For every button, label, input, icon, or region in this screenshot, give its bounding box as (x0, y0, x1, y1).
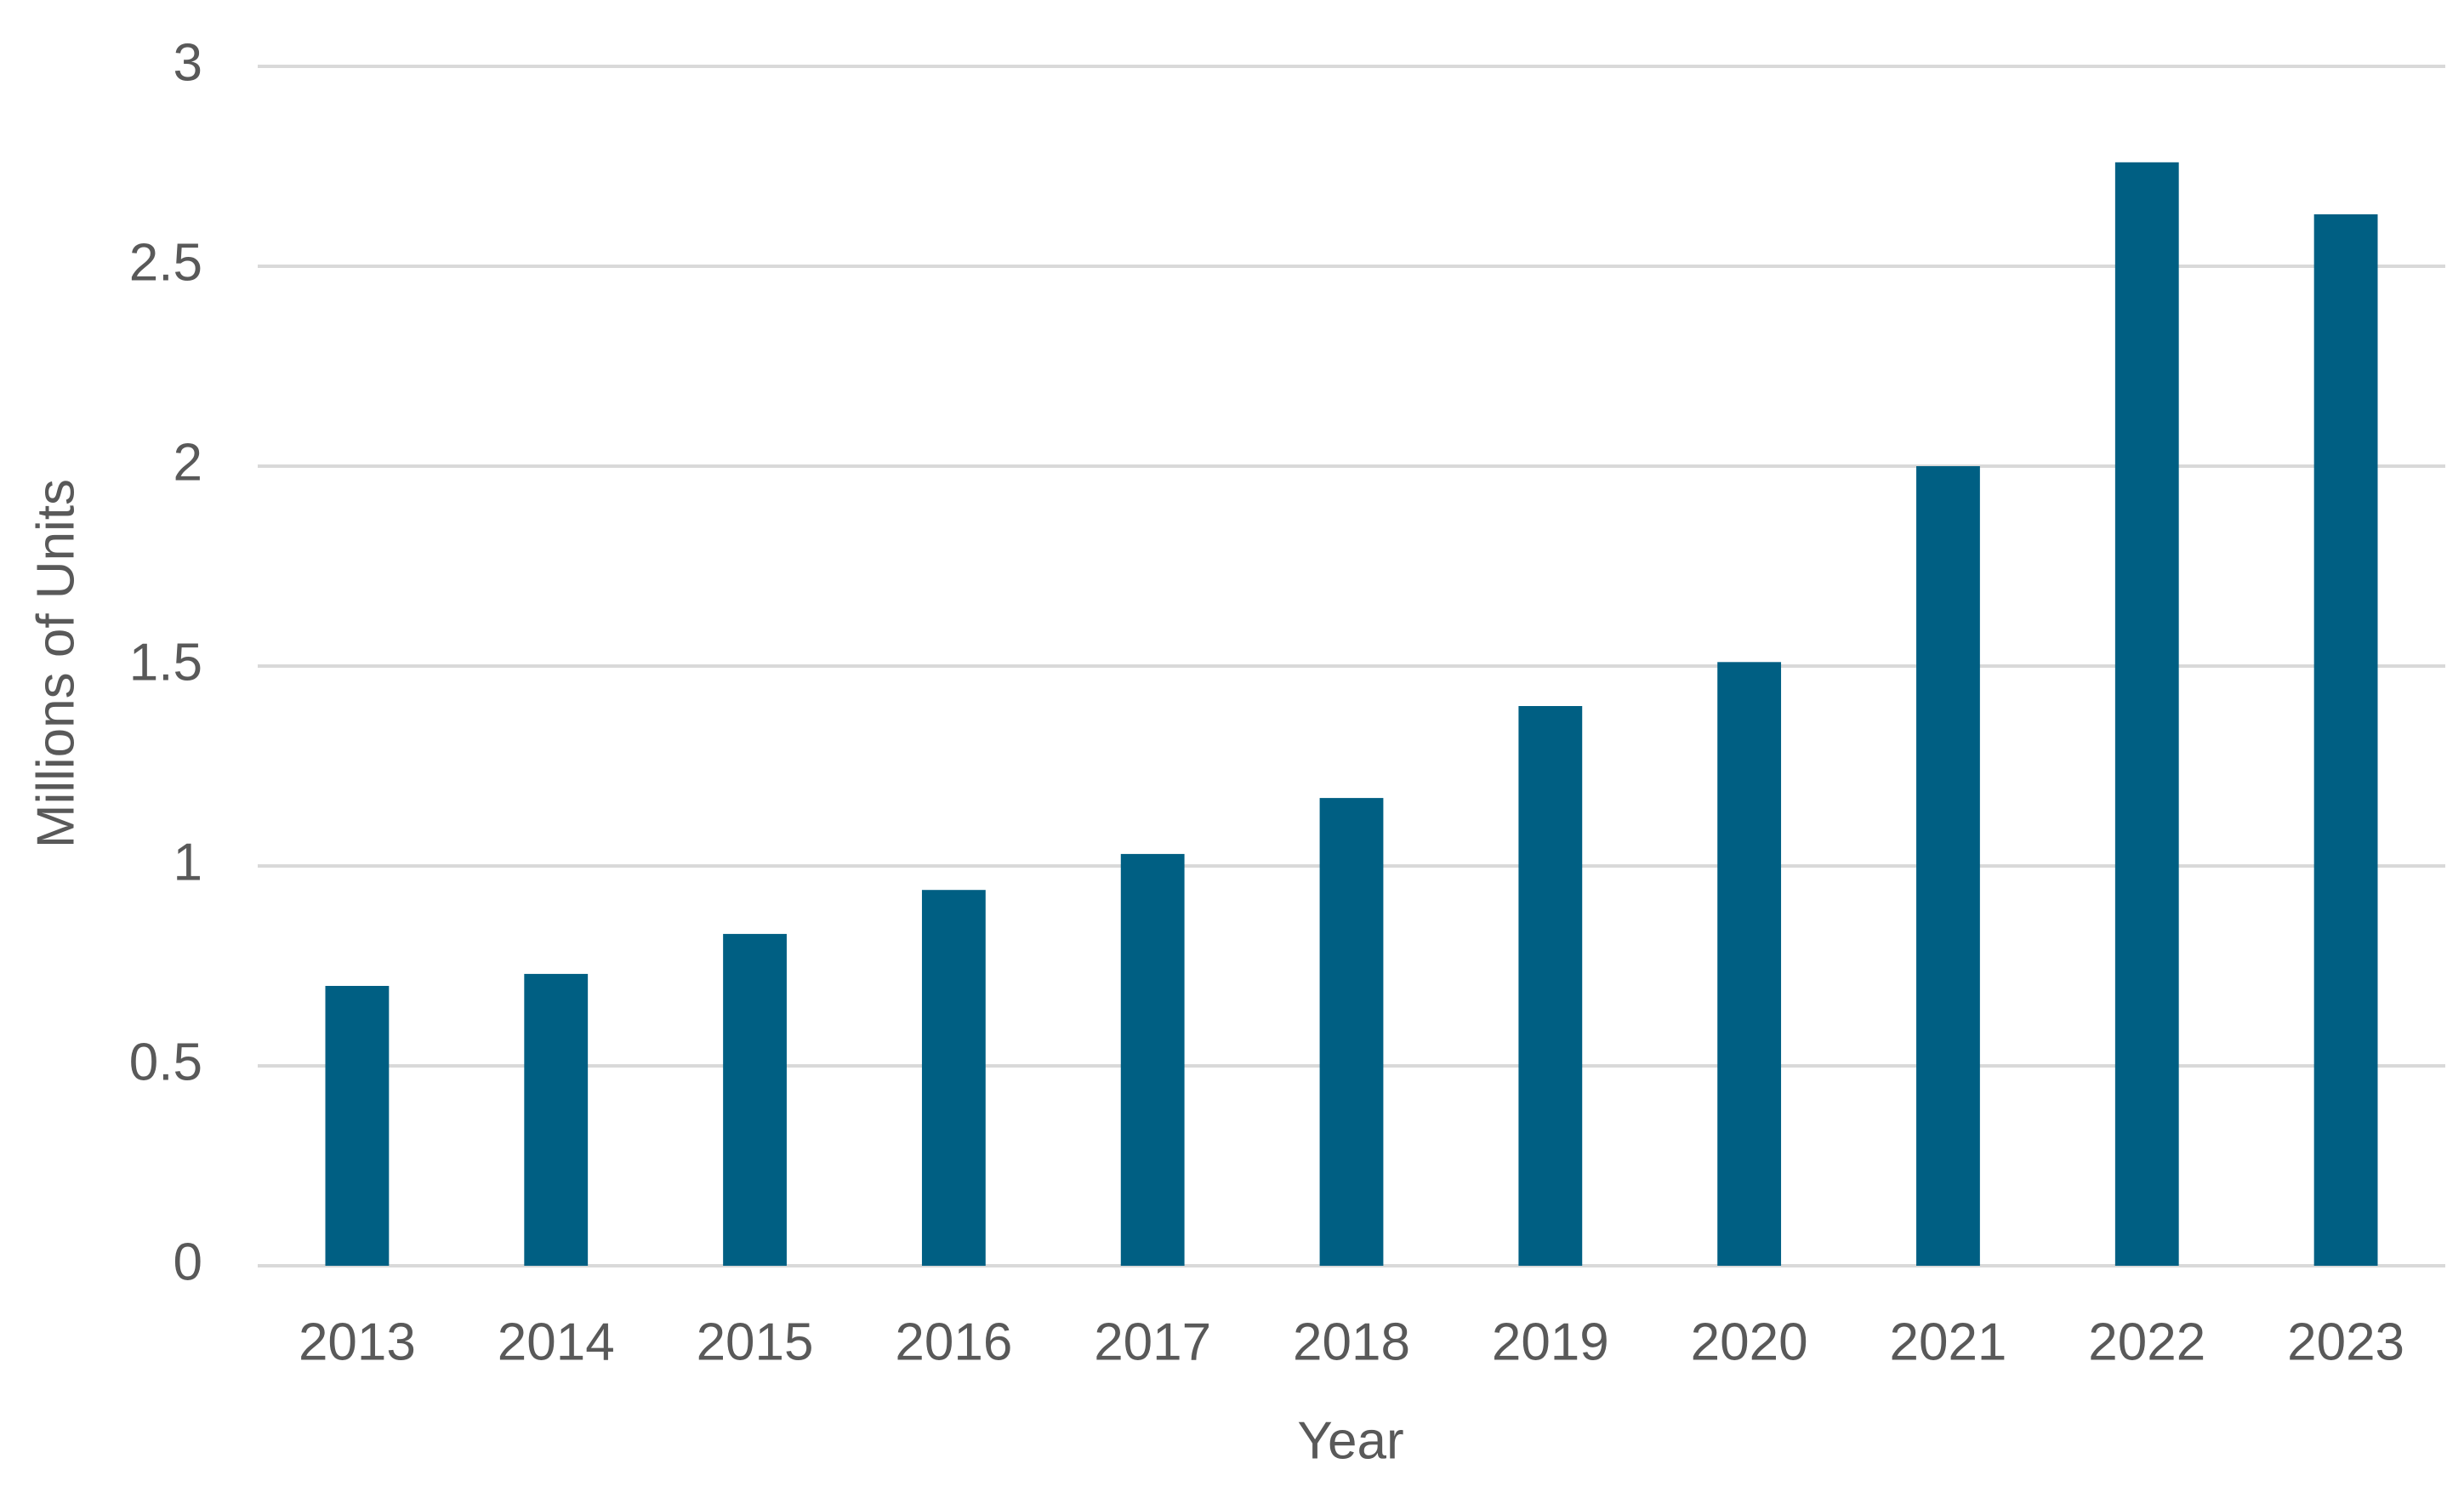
bar (2313, 214, 2378, 1266)
x-tick-label: 2018 (1293, 1313, 1410, 1371)
bar (921, 890, 986, 1266)
bar (524, 973, 589, 1266)
x-tick-label: 2022 (2088, 1313, 2205, 1371)
y-tick-label: 0.5 (129, 1033, 202, 1091)
x-tick-label: 2019 (1492, 1313, 1609, 1371)
x-tick-label: 2021 (1889, 1313, 2006, 1371)
x-tick-label: 2015 (697, 1313, 814, 1371)
bar (1518, 706, 1583, 1266)
x-tick-label: 2023 (2287, 1313, 2404, 1371)
y-tick-label: 1 (174, 833, 202, 891)
y-tick-label: 1.5 (129, 633, 202, 692)
bar (2114, 162, 2179, 1266)
x-tick-label: 2016 (895, 1313, 1012, 1371)
y-tick-label: 2.5 (129, 233, 202, 292)
x-axis-label: Year (1297, 1411, 1403, 1470)
y-tick-label: 3 (174, 33, 202, 92)
bar (1717, 662, 1782, 1266)
bar (1120, 853, 1185, 1266)
bar (325, 986, 390, 1266)
y-axis-label: Millions of Units (26, 479, 85, 848)
x-tick-label: 2017 (1094, 1313, 1211, 1371)
y-tick-label: 2 (174, 433, 202, 492)
x-tick-label: 2013 (299, 1313, 416, 1371)
bar (1319, 798, 1384, 1266)
bar (1916, 466, 1980, 1266)
x-tick-label: 2014 (498, 1313, 615, 1371)
y-tick-label: 0 (174, 1233, 202, 1291)
bar (723, 933, 787, 1266)
x-tick-label: 2020 (1691, 1313, 1808, 1371)
